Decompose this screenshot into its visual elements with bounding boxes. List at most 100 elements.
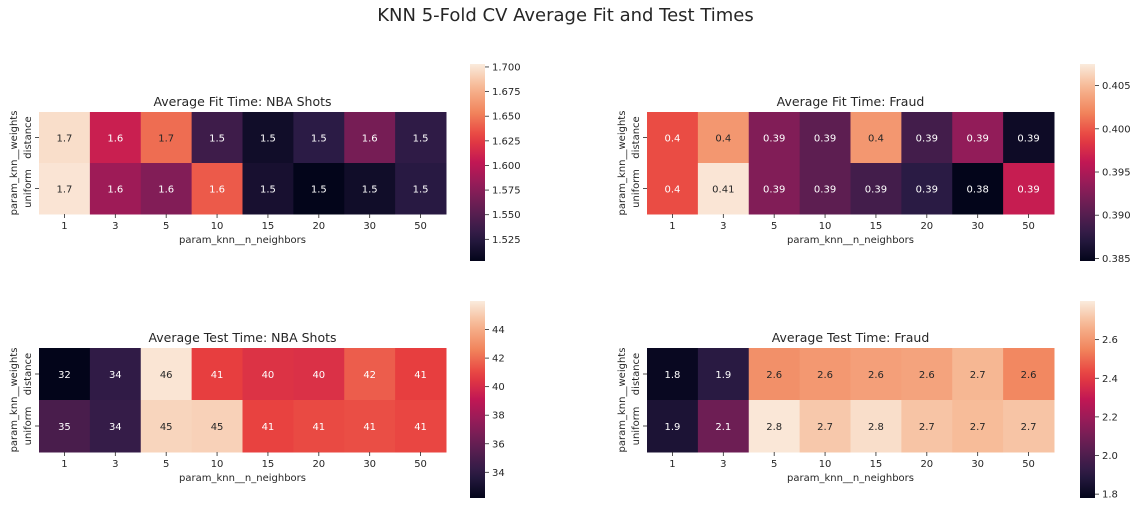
cell-value-label: 2.6 — [766, 370, 782, 381]
heatmap-cell — [293, 348, 345, 401]
y-tick-label: distance — [631, 116, 642, 158]
cell-value-label: 0.39 — [865, 185, 887, 196]
cell-value-label: 0.4 — [715, 134, 731, 145]
heatmap-cell — [1003, 163, 1055, 215]
heatmap-title: Average Test Time: Fraud — [772, 330, 930, 345]
cell-value-label: 35 — [58, 422, 71, 433]
y-tick-label: uniform — [23, 169, 34, 208]
heatmap-title: Average Fit Time: NBA Shots — [153, 94, 331, 109]
cell-value-label: 2.8 — [868, 422, 884, 433]
cell-value-label: 1.6 — [362, 134, 378, 145]
colorbar-tick-label: 42 — [492, 354, 505, 365]
cell-value-label: 1.5 — [413, 134, 429, 145]
heatmap-cell — [850, 348, 902, 401]
heatmap-cell — [39, 400, 91, 453]
cell-value-label: 2.6 — [817, 370, 833, 381]
x-tick-label: 5 — [771, 221, 777, 232]
cell-value-label: 1.7 — [158, 134, 174, 145]
x-tick-label: 50 — [414, 221, 427, 232]
cell-value-label: 2.1 — [715, 422, 731, 433]
cell-value-label: 41 — [211, 370, 224, 381]
heatmap-panel-3: Average Test Time: NBA Shots 32 34 46 41 40 40… — [9, 301, 505, 498]
heatmap-cell — [89, 348, 142, 401]
heatmap-cell — [344, 112, 396, 164]
colorbar-tick-label: 1.625 — [492, 136, 521, 147]
heatmap-cell — [140, 163, 193, 215]
heatmap-cell — [395, 348, 447, 401]
cell-value-label: 0.41 — [712, 185, 734, 196]
heatmap-cell — [1003, 400, 1055, 453]
x-tick-label: 30 — [971, 459, 984, 470]
x-tick-label: 20 — [920, 459, 933, 470]
heatmap-cell — [748, 400, 801, 453]
cell-value-label: 0.39 — [763, 185, 785, 196]
heatmap-title: Average Test Time: NBA Shots — [148, 330, 336, 345]
heatmap-cell — [39, 163, 91, 215]
heatmap-cell — [952, 112, 1004, 164]
heatmap-cell — [242, 112, 294, 164]
x-tick-label: 5 — [771, 459, 777, 470]
cell-value-label: 41 — [363, 422, 376, 433]
heatmap-cell — [799, 163, 851, 215]
colorbar-tick-label: 36 — [492, 439, 505, 450]
x-axis-label: param_knn__n_neighbors — [179, 235, 306, 246]
cell-value-label: 0.39 — [1017, 134, 1039, 145]
heatmap-panel-1: Average Fit Time: NBA Shots 1.7 1.6 1.7 1.5 1… — [9, 62, 521, 261]
x-tick-label: 30 — [363, 459, 376, 470]
heatmap-cell — [647, 163, 699, 215]
colorbar-tick-label: 0.395 — [1102, 168, 1131, 179]
heatmap-cell — [901, 348, 953, 401]
cell-value-label: 0.38 — [967, 185, 989, 196]
heatmap-cell — [647, 348, 699, 401]
cell-value-label: 41 — [312, 422, 325, 433]
cell-value-label: 41 — [262, 422, 275, 433]
cell-value-label: 1.7 — [56, 185, 72, 196]
x-tick-label: 1 — [669, 459, 675, 470]
heatmap-cell — [191, 348, 243, 401]
x-tick-label: 1 — [61, 221, 67, 232]
cell-value-label: 1.6 — [107, 185, 123, 196]
x-tick-label: 10 — [211, 221, 224, 232]
heatmap-cell — [952, 163, 1004, 215]
x-tick-label: 50 — [1022, 459, 1035, 470]
cell-value-label: 1.9 — [715, 370, 731, 381]
y-tick-label: uniform — [631, 407, 642, 446]
colorbar-tick-label: 1.700 — [492, 62, 521, 73]
heatmap-cell — [140, 400, 193, 453]
heatmap-cell — [952, 400, 1004, 453]
colorbar-tick-label: 1.650 — [492, 112, 521, 123]
colorbar-tick-label: 1.600 — [492, 161, 521, 172]
cell-value-label: 2.6 — [1021, 370, 1037, 381]
cell-value-label: 2.7 — [919, 422, 935, 433]
cell-value-label: 0.39 — [814, 185, 836, 196]
cell-value-label: 2.7 — [1021, 422, 1037, 433]
heatmap-cell — [901, 163, 953, 215]
colorbar-tick-label: 0.400 — [1102, 124, 1131, 135]
heatmap-cell — [395, 112, 447, 164]
x-tick-label: 10 — [819, 459, 832, 470]
heatmap-cell — [901, 112, 953, 164]
heatmap-cell — [697, 400, 750, 453]
heatmap-panel-2: Average Fit Time: Fraud 0.4 0.4 0.39 0.39 0.4… — [617, 64, 1131, 265]
heatmap-cell — [39, 112, 91, 164]
x-tick-label: 20 — [312, 221, 325, 232]
heatmap-cell — [697, 348, 750, 401]
colorbar-tick-label: 2.2 — [1102, 412, 1118, 423]
x-tick-label: 50 — [414, 459, 427, 470]
heatmap-cell — [799, 400, 851, 453]
heatmap-cell — [748, 348, 801, 401]
heatmap-cell — [1003, 112, 1055, 164]
colorbar-tick-label: 34 — [492, 468, 505, 479]
cell-value-label: 1.8 — [664, 370, 680, 381]
heatmap-cell — [89, 163, 142, 215]
cell-value-label: 1.5 — [362, 185, 378, 196]
colorbar-tick-label: 0.405 — [1102, 81, 1131, 92]
cell-value-label: 32 — [58, 370, 71, 381]
x-tick-label: 1 — [61, 459, 67, 470]
x-tick-label: 15 — [262, 459, 275, 470]
heatmap-cell — [191, 400, 243, 453]
cell-value-label: 2.7 — [970, 370, 986, 381]
heatmap-cell — [647, 400, 699, 453]
heatmap-cell — [293, 163, 345, 215]
x-tick-label: 20 — [312, 459, 325, 470]
